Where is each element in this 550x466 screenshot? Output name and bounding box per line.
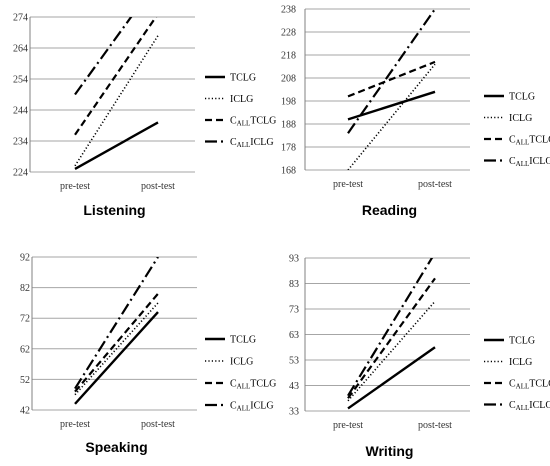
y-tick-label: 274 — [13, 13, 28, 24]
y-tick-label: 188 — [281, 120, 296, 131]
series-line-call-iclg — [347, 9, 436, 134]
series-line-call-tclg — [74, 17, 158, 136]
legend-label-call-iclg: CALLICLG — [509, 156, 550, 168]
y-tick-label: 43 — [289, 381, 299, 392]
chart-title: Speaking — [85, 439, 147, 455]
chart-panel-3: 42 52 62 72 82 92 pre-test post-test TCLG ICLG CAL… — [20, 253, 276, 456]
x-tick-label: pre-test — [333, 420, 363, 431]
x-tick-label: post-test — [418, 179, 452, 190]
series-line-iclg — [74, 302, 159, 396]
legend-label-tclg: TCLG — [230, 335, 256, 346]
y-tick-label: 53 — [289, 356, 299, 367]
y-tick-label: 224 — [13, 168, 28, 179]
legend-label-tclg: TCLG — [509, 336, 535, 347]
legend-label-call-iclg: CALLICLG — [230, 401, 274, 413]
y-tick-label: 42 — [20, 406, 30, 417]
series-line-call-tclg — [347, 60, 436, 98]
series-line-tclg — [347, 90, 436, 121]
y-tick-label: 83 — [289, 279, 299, 290]
y-tick-label: 73 — [289, 305, 299, 316]
series-line-tclg — [74, 311, 159, 405]
y-tick-label: 93 — [289, 254, 299, 265]
y-tick-label: 62 — [20, 344, 30, 355]
y-tick-label: 254 — [13, 75, 28, 86]
chart-title: Listening — [83, 202, 145, 218]
x-tick-label: post-test — [141, 181, 175, 192]
y-tick-label: 198 — [281, 97, 296, 108]
y-tick-label: 178 — [281, 143, 296, 154]
y-tick-label: 92 — [20, 253, 30, 264]
chart-panel-1: 224 234 244 254 264 274 pre-test post-test TCLG I… — [13, 13, 276, 219]
x-tick-label: post-test — [418, 420, 452, 431]
y-tick-label: 238 — [281, 5, 296, 16]
legend-label-call-tclg: CALLTCLG — [509, 379, 550, 391]
legend-label-call-tclg: CALLTCLG — [230, 379, 276, 391]
series-line-call-iclg — [74, 17, 133, 96]
legend-label-iclg: ICLG — [230, 94, 253, 105]
series-line-iclg — [347, 63, 436, 170]
series-line-call-iclg — [74, 257, 159, 390]
y-tick-label: 168 — [281, 166, 296, 177]
chart-panel-2: 168 178 188 198 208 218 228 238 pre-test post-tes… — [281, 5, 550, 219]
y-tick-label: 63 — [289, 330, 299, 341]
legend-label-tclg: TCLG — [509, 92, 535, 103]
y-tick-label: 208 — [281, 74, 296, 85]
y-tick-label: 228 — [281, 28, 296, 39]
legend-label-iclg: ICLG — [509, 357, 532, 368]
y-tick-label: 82 — [20, 283, 30, 294]
x-tick-label: pre-test — [333, 179, 363, 190]
chart-title: Reading — [362, 202, 417, 218]
x-tick-label: pre-test — [60, 181, 90, 192]
y-tick-label: 244 — [13, 106, 28, 117]
chart-panel-4: 33 43 53 63 73 83 93 pre-test post-test TCLG ICLG C… — [289, 254, 550, 460]
series-line-tclg — [74, 121, 159, 170]
y-tick-label: 52 — [20, 375, 30, 386]
x-tick-label: post-test — [141, 419, 175, 430]
legend-label-call-tclg: CALLTCLG — [509, 135, 550, 147]
y-tick-label: 234 — [13, 137, 28, 148]
y-tick-label: 218 — [281, 51, 296, 62]
legend-label-iclg: ICLG — [230, 357, 253, 368]
legend-label-tclg: TCLG — [230, 73, 256, 84]
x-tick-label: pre-test — [60, 419, 90, 430]
y-tick-label: 72 — [20, 314, 30, 325]
y-tick-label: 264 — [13, 44, 28, 55]
series-line-call-tclg — [347, 277, 436, 399]
chart-title: Writing — [366, 443, 414, 459]
y-tick-label: 33 — [289, 407, 299, 418]
legend-label-iclg: ICLG — [509, 113, 532, 124]
series-line-call-iclg — [347, 258, 434, 397]
series-line-call-tclg — [74, 293, 159, 393]
legend-label-call-iclg: CALLICLG — [230, 137, 274, 149]
legend-label-call-iclg: CALLICLG — [509, 400, 550, 412]
legend-label-call-tclg: CALLTCLG — [230, 116, 276, 128]
series-line-tclg — [347, 346, 436, 410]
